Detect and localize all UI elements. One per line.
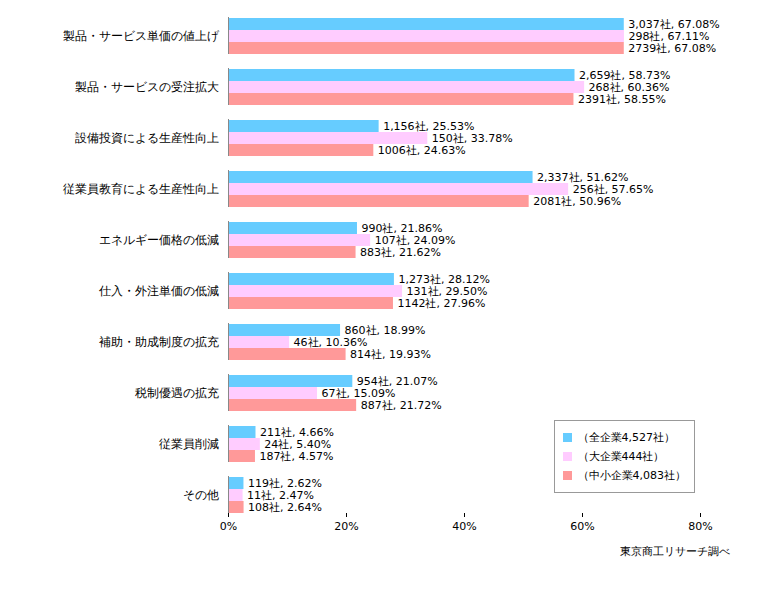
svg-text:954社, 21.07%: 954社, 21.07%: [356, 375, 438, 388]
svg-text:80%: 80%: [688, 520, 712, 533]
svg-text:仕入・外注単価の低減: 仕入・外注単価の低減: [98, 284, 219, 298]
svg-text:119社, 2.62%: 119社, 2.62%: [248, 477, 322, 490]
svg-text:67社, 15.09%: 67社, 15.09%: [321, 387, 396, 400]
svg-text:40%: 40%: [452, 520, 476, 533]
svg-text:860社, 18.99%: 860社, 18.99%: [344, 324, 426, 337]
svg-text:11社, 2.47%: 11社, 2.47%: [247, 489, 314, 502]
svg-text:883社, 21.62%: 883社, 21.62%: [360, 246, 441, 259]
svg-text:131社, 29.50%: 131社, 29.50%: [406, 285, 488, 298]
svg-text:設備投資による生産性向上: 設備投資による生産性向上: [75, 131, 219, 145]
svg-text:990社, 21.86%: 990社, 21.86%: [361, 222, 443, 235]
svg-text:その他: その他: [183, 488, 219, 502]
svg-text:268社, 60.36%: 268社, 60.36%: [588, 81, 670, 94]
svg-text:2,337社, 51.62%: 2,337社, 51.62%: [537, 171, 629, 184]
svg-text:製品・サービス単価の値上げ: 製品・サービス単価の値上げ: [63, 29, 220, 43]
svg-text:従業員教育による生産性向上: 従業員教育による生産性向上: [63, 182, 219, 196]
svg-text:2739社, 67.08%: 2739社, 67.08%: [628, 42, 716, 55]
svg-text:150社, 33.78%: 150社, 33.78%: [431, 132, 513, 145]
svg-text:税制優遇の拡充: 税制優遇の拡充: [135, 386, 219, 400]
svg-text:298社, 67.11%: 298社, 67.11%: [628, 30, 710, 43]
svg-text:2081社, 50.96%: 2081社, 50.96%: [533, 195, 621, 208]
html-text:（全企業4,527社）: （全企業4,527社）: [577, 431, 675, 444]
svg-text:211社, 4.66%: 211社, 4.66%: [260, 426, 334, 439]
html-text:東京商工リサーチ調べ: 東京商工リサーチ調べ: [620, 545, 730, 558]
svg-text:107社, 24.09%: 107社, 24.09%: [374, 234, 456, 247]
svg-text:256社, 57.65%: 256社, 57.65%: [572, 183, 654, 196]
svg-text:1,156社, 25.53%: 1,156社, 25.53%: [383, 120, 475, 133]
svg-text:1,273社, 28.12%: 1,273社, 28.12%: [398, 273, 490, 286]
svg-text:補助・助成制度の拡充: 補助・助成制度の拡充: [99, 335, 219, 349]
svg-text:1142社, 27.96%: 1142社, 27.96%: [397, 297, 485, 310]
svg-text:46社, 10.36%: 46社, 10.36%: [293, 336, 368, 349]
svg-text:24社, 5.40%: 24社, 5.40%: [264, 438, 332, 451]
svg-text:887社, 21.72%: 887社, 21.72%: [361, 399, 442, 412]
svg-text:60%: 60%: [570, 520, 594, 533]
svg-text:エネルギー価格の低減: エネルギー価格の低減: [99, 233, 219, 247]
svg-text:0%: 0%: [220, 520, 237, 533]
svg-text:2391社, 58.55%: 2391社, 58.55%: [578, 93, 666, 106]
svg-text:187社, 4.57%: 187社, 4.57%: [259, 450, 333, 463]
svg-text:3,037社, 67.08%: 3,037社, 67.08%: [628, 18, 720, 31]
html-text:（大企業444社）: （大企業444社）: [577, 450, 665, 463]
html-text:（中小企業4,083社）: （中小企業4,083社）: [577, 469, 686, 482]
svg-text:108社, 2.64%: 108社, 2.64%: [248, 501, 322, 514]
svg-text:従業員削減: 従業員削減: [159, 437, 219, 451]
svg-text:814社, 19.93%: 814社, 19.93%: [350, 348, 431, 361]
svg-text:1006社, 24.63%: 1006社, 24.63%: [378, 144, 466, 157]
svg-text:20%: 20%: [334, 520, 358, 533]
svg-text:2,659社, 58.73%: 2,659社, 58.73%: [579, 69, 671, 82]
svg-text:製品・サービスの受注拡大: 製品・サービスの受注拡大: [75, 80, 219, 94]
